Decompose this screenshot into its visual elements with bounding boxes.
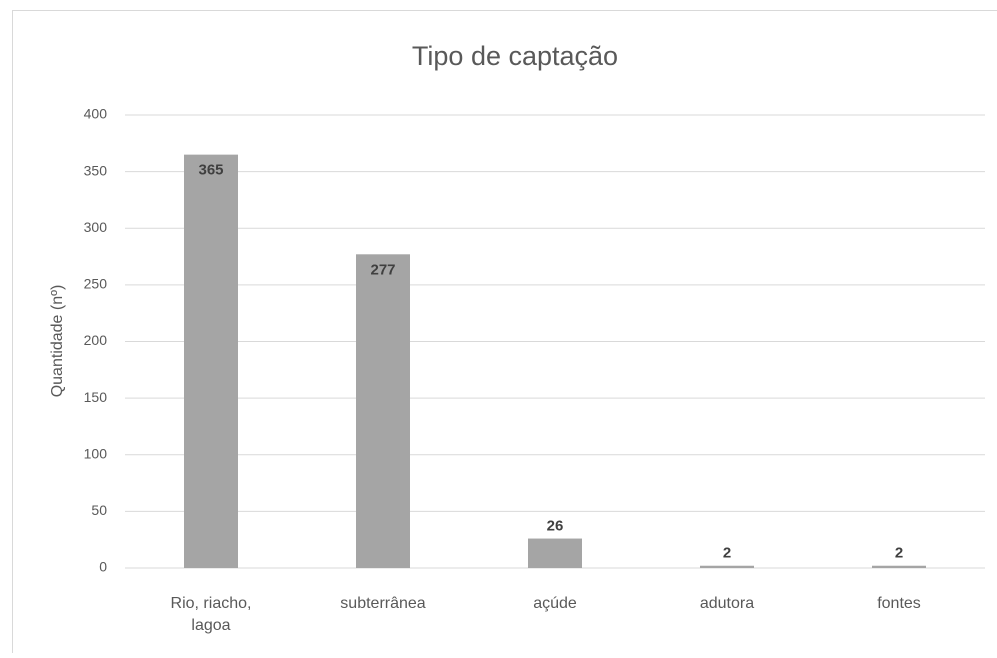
y-axis-label: Quantidade (nº) — [49, 285, 66, 398]
y-tick-label: 250 — [84, 276, 108, 292]
bar — [356, 254, 410, 568]
y-tick-label: 100 — [84, 445, 108, 461]
chart-title: Tipo de captação — [412, 41, 618, 71]
x-tick-label: açúde — [533, 595, 577, 612]
bar — [700, 566, 754, 568]
y-tick-label: 350 — [84, 162, 108, 178]
data-label: 2 — [895, 545, 903, 562]
x-tick-label: subterrânea — [340, 595, 425, 612]
bar — [184, 155, 238, 568]
data-label: 277 — [370, 261, 395, 278]
data-label: 2 — [723, 545, 731, 562]
y-tick-label: 0 — [99, 559, 107, 575]
bar — [528, 539, 582, 568]
y-tick-label: 50 — [91, 502, 107, 518]
x-tick-label: adutora — [700, 595, 754, 612]
y-tick-label: 200 — [84, 332, 108, 348]
y-tick-label: 300 — [84, 219, 108, 235]
bar — [872, 566, 926, 568]
data-label: 26 — [547, 518, 564, 535]
x-tick-label: fontes — [877, 595, 921, 612]
data-label: 365 — [198, 162, 223, 179]
chart-border — [13, 11, 997, 654]
y-tick-label: 400 — [84, 106, 108, 122]
y-tick-label: 150 — [84, 389, 108, 405]
